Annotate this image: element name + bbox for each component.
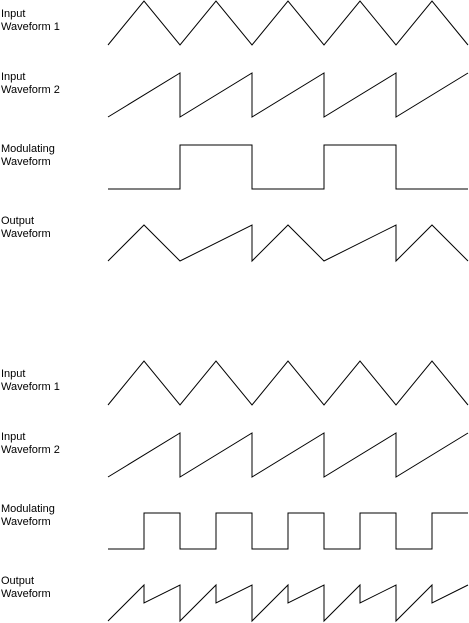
- wave-input-2-bottom: [107, 432, 469, 478]
- label-output-waveform-bottom: Output Waveform: [1, 575, 51, 600]
- label-output-waveform-top: Output Waveform: [1, 215, 51, 240]
- wave-input-1-bottom: [107, 360, 469, 406]
- label-input-waveform-2-bottom: Input Waveform 2: [1, 431, 60, 456]
- wave-output-bottom: [107, 583, 469, 623]
- label-input-waveform-2-top: Input Waveform 2: [1, 71, 60, 96]
- wave-modulating-top: [108, 144, 468, 190]
- wave-output-top: [107, 224, 469, 263]
- wave-modulating-bottom: [108, 512, 468, 550]
- label-input-waveform-1-bottom: Input Waveform 1: [1, 368, 60, 393]
- label-modulating-waveform-bottom: Modulating Waveform: [1, 503, 55, 528]
- label-input-waveform-1-top: Input Waveform 1: [1, 8, 60, 33]
- wave-input-2-top: [107, 72, 469, 118]
- label-modulating-waveform-top: Modulating Waveform: [1, 143, 55, 168]
- wave-input-1-top: [107, 0, 469, 46]
